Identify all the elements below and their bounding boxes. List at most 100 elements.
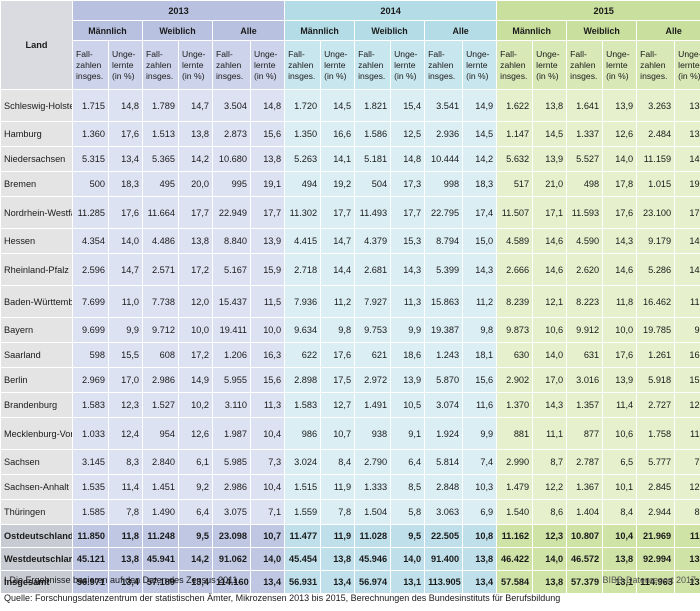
land-cell: Hamburg	[0, 121, 73, 147]
cases-cell: 1.479	[496, 474, 534, 500]
unskilled-share-cell: 12,4	[108, 417, 143, 450]
cases-cell: 11.593	[566, 196, 604, 229]
unskilled-share-cell: 14,3	[462, 253, 498, 286]
unskilled-share-cell: 10,4	[249, 417, 286, 450]
cases-cell: 4.379	[354, 228, 392, 254]
metric-header-row: Fall-zahlen insges. Unge-lernte (in %) Fal…	[1, 40, 700, 90]
unskilled-share-cell: 13,9	[674, 547, 700, 571]
unskilled-share-cell: 8,7	[532, 449, 568, 475]
data-table: Land 2013 2014 2015 Männlich Weiblich Alle…	[0, 0, 700, 594]
cases-cell: 495	[142, 171, 179, 197]
unskilled-share-cell: 14,2	[178, 146, 213, 172]
metric-unskilled-header: Unge-lernte (in %)	[178, 40, 213, 90]
table-row: Nordrhein-Westfalen11.28517,611.66417,72…	[0, 196, 700, 229]
metric-unskilled-header: Unge-lernte (in %)	[462, 40, 498, 90]
cases-cell: 5.167	[212, 253, 251, 286]
unskilled-share-cell: 12,3	[532, 524, 568, 548]
cases-cell: 11.285	[72, 196, 109, 229]
unskilled-share-cell: 11,5	[249, 285, 286, 318]
cases-cell: 5.918	[636, 367, 676, 393]
unskilled-share-cell: 9,9	[390, 317, 426, 343]
group-header-2015-1: Weiblich	[566, 20, 638, 41]
unskilled-share-cell: 13,9	[602, 367, 638, 393]
unskilled-share-cell: 17,2	[178, 253, 213, 286]
table-row: Sachsen-Anhalt 1.535 11,4 1.451 9,2 2.986 10,4…	[0, 474, 700, 500]
unskilled-share-cell: 11,4	[602, 392, 638, 418]
cases-cell: 9.912	[566, 317, 604, 343]
cases-cell: 598	[72, 342, 109, 368]
cases-cell: 114.963	[636, 570, 676, 594]
unskilled-share-cell: 15,9	[249, 253, 286, 286]
unskilled-share-cell: 17,1	[532, 196, 568, 229]
metric-cases-header: Fall-zahlen insges.	[142, 40, 179, 90]
cases-cell: 3.074	[424, 392, 464, 418]
cases-cell: 2.666	[496, 253, 534, 286]
unskilled-share-cell: 19,9	[674, 171, 700, 197]
unskilled-share-cell: 8,5	[674, 499, 700, 525]
unskilled-share-cell: 12,6	[178, 417, 213, 450]
table-row: Bayern 9.699 9,9 9.712 10,0 19.411 10,0 9.634 9,…	[0, 317, 700, 343]
cases-cell: 4.354	[72, 228, 109, 254]
cases-cell: 608	[142, 342, 179, 368]
unskilled-share-cell: 18,3	[462, 171, 498, 197]
unskilled-share-cell: 18,1	[462, 342, 498, 368]
unskilled-share-cell: 11,0	[674, 417, 700, 450]
cases-cell: 631	[566, 342, 604, 368]
unskilled-share-cell: 17,4	[462, 196, 498, 229]
cases-cell: 3.016	[566, 367, 604, 393]
unskilled-share-cell: 10,5	[390, 392, 426, 418]
unskilled-share-cell: 14,0	[532, 342, 568, 368]
cases-cell: 1.527	[142, 392, 179, 418]
cases-cell: 998	[424, 171, 464, 197]
metric-unskilled-header: Unge-lernte (in %)	[390, 40, 426, 90]
metric-cases-header: Fall-zahlen insges.	[284, 40, 322, 90]
cases-cell: 1.490	[142, 499, 179, 525]
metric-cases-header: Fall-zahlen insges.	[424, 40, 464, 90]
unskilled-share-cell: 9,9	[674, 317, 700, 343]
cases-cell: 92.994	[636, 547, 676, 571]
cases-cell: 9.712	[142, 317, 179, 343]
metric-unskilled-header: Unge-lernte (in %)	[532, 40, 568, 90]
cases-cell: 5.955	[212, 367, 251, 393]
unskilled-share-cell: 13,8	[108, 547, 143, 571]
unskilled-share-cell: 9,2	[178, 474, 213, 500]
cases-cell: 11.248	[142, 524, 179, 548]
cases-cell: 4.486	[142, 228, 179, 254]
cases-cell: 2.986	[212, 474, 251, 500]
unskilled-share-cell: 14,6	[674, 253, 700, 286]
unskilled-share-cell: 18,6	[390, 342, 426, 368]
cases-cell: 1.337	[566, 121, 604, 147]
cases-cell: 1.821	[354, 89, 392, 122]
unskilled-share-cell: 10,8	[462, 524, 498, 548]
unskilled-share-cell: 13,4	[108, 146, 143, 172]
cases-cell: 2.990	[496, 449, 534, 475]
unskilled-share-cell: 13,8	[602, 547, 638, 571]
cases-cell: 1.586	[354, 121, 392, 147]
cases-cell: 5.632	[496, 146, 534, 172]
cases-cell: 2.873	[212, 121, 251, 147]
cases-cell: 2.902	[496, 367, 534, 393]
unskilled-share-cell: 10,0	[178, 317, 213, 343]
unskilled-share-cell: 10,0	[249, 317, 286, 343]
cases-cell: 114.160	[212, 570, 251, 594]
unskilled-share-cell: 6,9	[462, 499, 498, 525]
group-header-2014-0: Männlich	[284, 20, 356, 41]
cases-cell: 1.715	[72, 89, 109, 122]
unskilled-share-cell: 13,9	[390, 367, 426, 393]
unskilled-share-cell: 17,7	[249, 196, 286, 229]
unskilled-share-cell: 14,8	[249, 89, 286, 122]
summary-row: Westdeutschland 45.121 13,8 45.941 14,2 91.06…	[0, 547, 700, 571]
cases-cell: 1.540	[496, 499, 534, 525]
cases-cell: 8.840	[212, 228, 251, 254]
cases-cell: 46.422	[496, 547, 534, 571]
cases-cell: 1.451	[142, 474, 179, 500]
unskilled-share-cell: 7,4	[462, 449, 498, 475]
cases-cell: 2.620	[566, 253, 604, 286]
unskilled-share-cell: 13,8	[532, 89, 568, 122]
cases-cell: 7.699	[72, 285, 109, 318]
group-header-2015-0: Männlich	[496, 20, 568, 41]
unskilled-share-cell: 15,6	[249, 121, 286, 147]
footnote: ¹ Die Ergebnisse basieren auf den Daten …	[4, 575, 240, 585]
cases-cell: 1.350	[284, 121, 322, 147]
